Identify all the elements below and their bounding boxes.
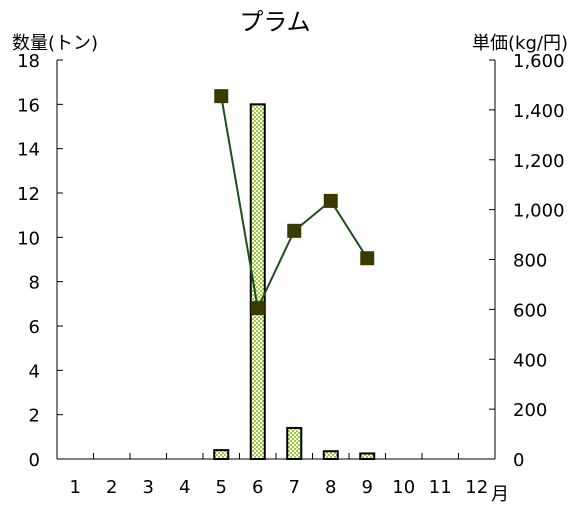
x-tick-label: 5 [216,477,227,498]
left-tick-label: 2 [29,406,40,427]
bar [213,449,230,460]
left-tick-label: 14 [17,140,40,161]
right-tick-label: 0 [513,450,524,471]
axes-group [56,59,496,460]
bar [359,452,376,461]
x-tick-label: 10 [392,477,415,498]
line-marker [360,251,375,266]
series-line [220,95,369,312]
right-tick-label: 600 [513,300,547,321]
right-tick-labels: 0 200 400 600 800 1,000 1,200 1,400 1,600 [513,51,565,471]
left-tick-label: 4 [29,361,40,382]
line-series [214,89,375,316]
left-tick-label: 12 [17,184,40,205]
x-tick-label: 8 [325,477,336,498]
x-tick-label: 4 [179,477,190,498]
bar-series [213,103,376,461]
x-tick-label: 1 [70,477,81,498]
right-tick-label: 1,200 [513,151,565,172]
left-tick-label: 18 [17,51,40,72]
x-axis-unit-label: 月 [491,484,509,505]
line-marker [214,89,229,104]
right-tick-label: 200 [513,400,547,421]
right-tick-label: 1,600 [513,51,565,72]
left-tick-labels: 0 2 4 6 8 10 12 14 16 18 [17,51,40,471]
bar [322,450,339,461]
right-tick-label: 800 [513,251,547,272]
x-tick-labels: 1 2 3 4 5 6 7 8 9 10 11 12 [70,477,489,498]
left-tick-label: 8 [29,273,40,294]
x-tick-label: 3 [143,477,154,498]
chart-title: プラム [239,8,310,36]
x-tick-label: 7 [289,477,300,498]
left-tick-label: 10 [17,228,40,249]
right-tick-label: 1,000 [513,201,565,222]
left-tick-label: 16 [17,95,40,116]
left-tick-label: 6 [29,317,40,338]
right-tick-label: 1,400 [513,101,565,122]
left-tick-label: 0 [29,450,40,471]
line-marker [323,193,338,208]
x-tick-label: 2 [106,477,117,498]
x-tick-label: 6 [252,477,263,498]
x-tick-label: 11 [429,477,452,498]
bar [249,103,266,460]
bar [286,426,303,461]
line-marker [250,301,265,316]
line-marker [287,223,302,238]
x-tick-label: 9 [362,477,373,498]
right-tick-label: 400 [513,350,547,371]
y-left-axis-label: 数量(トン) [12,33,98,54]
y-right-axis-label: 単価(kg/円) [472,33,568,54]
x-tick-label: 12 [465,477,488,498]
